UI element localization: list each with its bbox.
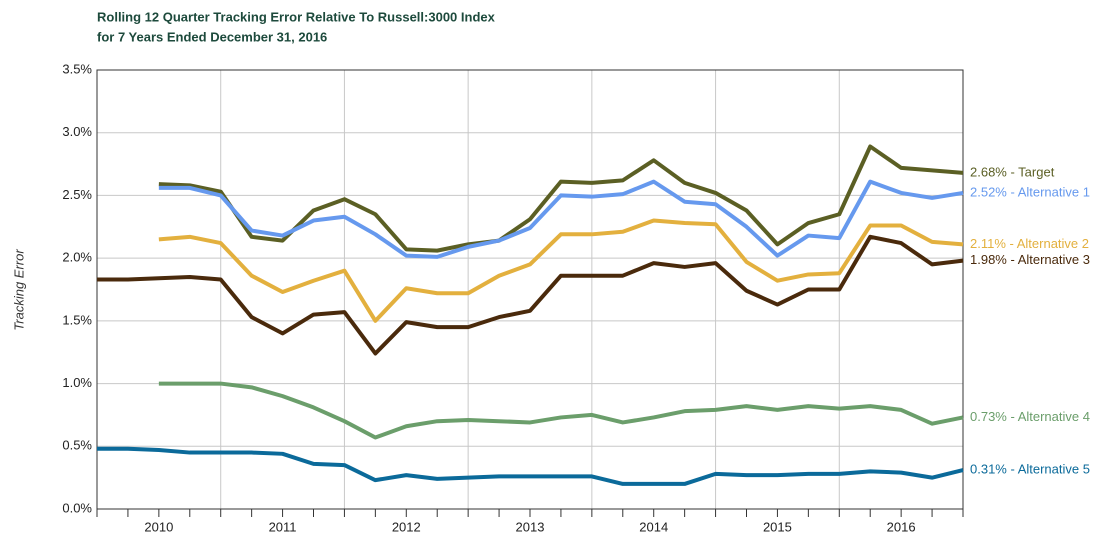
x-tick-label: 2012 [392, 519, 421, 534]
y-tick-label: 0.0% [62, 500, 92, 515]
chart-title: Rolling 12 Quarter Tracking Error Relati… [97, 9, 496, 24]
y-tick-label: 2.0% [62, 250, 92, 265]
x-tick-label: 2013 [516, 519, 545, 534]
x-tick-label: 2010 [144, 519, 173, 534]
y-tick-label: 3.5% [62, 61, 92, 76]
x-tick-label: 2015 [763, 519, 792, 534]
plot-frame [96, 69, 964, 510]
y-tick-label: 1.0% [62, 375, 92, 390]
series-line [97, 446, 964, 486]
legend-label: 0.73% - Alternative 4 [970, 409, 1090, 424]
series-line [158, 381, 964, 440]
series-line [158, 218, 964, 323]
chart-subtitle: for 7 Years Ended December 31, 2016 [97, 29, 327, 44]
legend-label: 2.52% - Alternative 1 [970, 184, 1090, 199]
y-axis-label: Tracking Error [11, 249, 26, 331]
x-tick-label: 2016 [887, 519, 916, 534]
y-tick-label: 3.0% [62, 124, 92, 139]
legend-label: 2.11% - Alternative 2 [970, 236, 1089, 251]
legend-label: 2.68% - Target [970, 164, 1055, 179]
y-tick-label: 0.5% [62, 438, 92, 453]
x-tick-label: 2011 [269, 519, 297, 534]
legend-label: 1.98% - Alternative 3 [970, 252, 1090, 267]
series-line [97, 234, 964, 356]
y-tick-label: 2.5% [62, 187, 92, 202]
x-tick-label: 2014 [639, 519, 668, 534]
y-tick-label: 1.5% [62, 312, 92, 327]
legend-label: 0.31% - Alternative 5 [970, 462, 1090, 477]
series-line [158, 179, 964, 259]
